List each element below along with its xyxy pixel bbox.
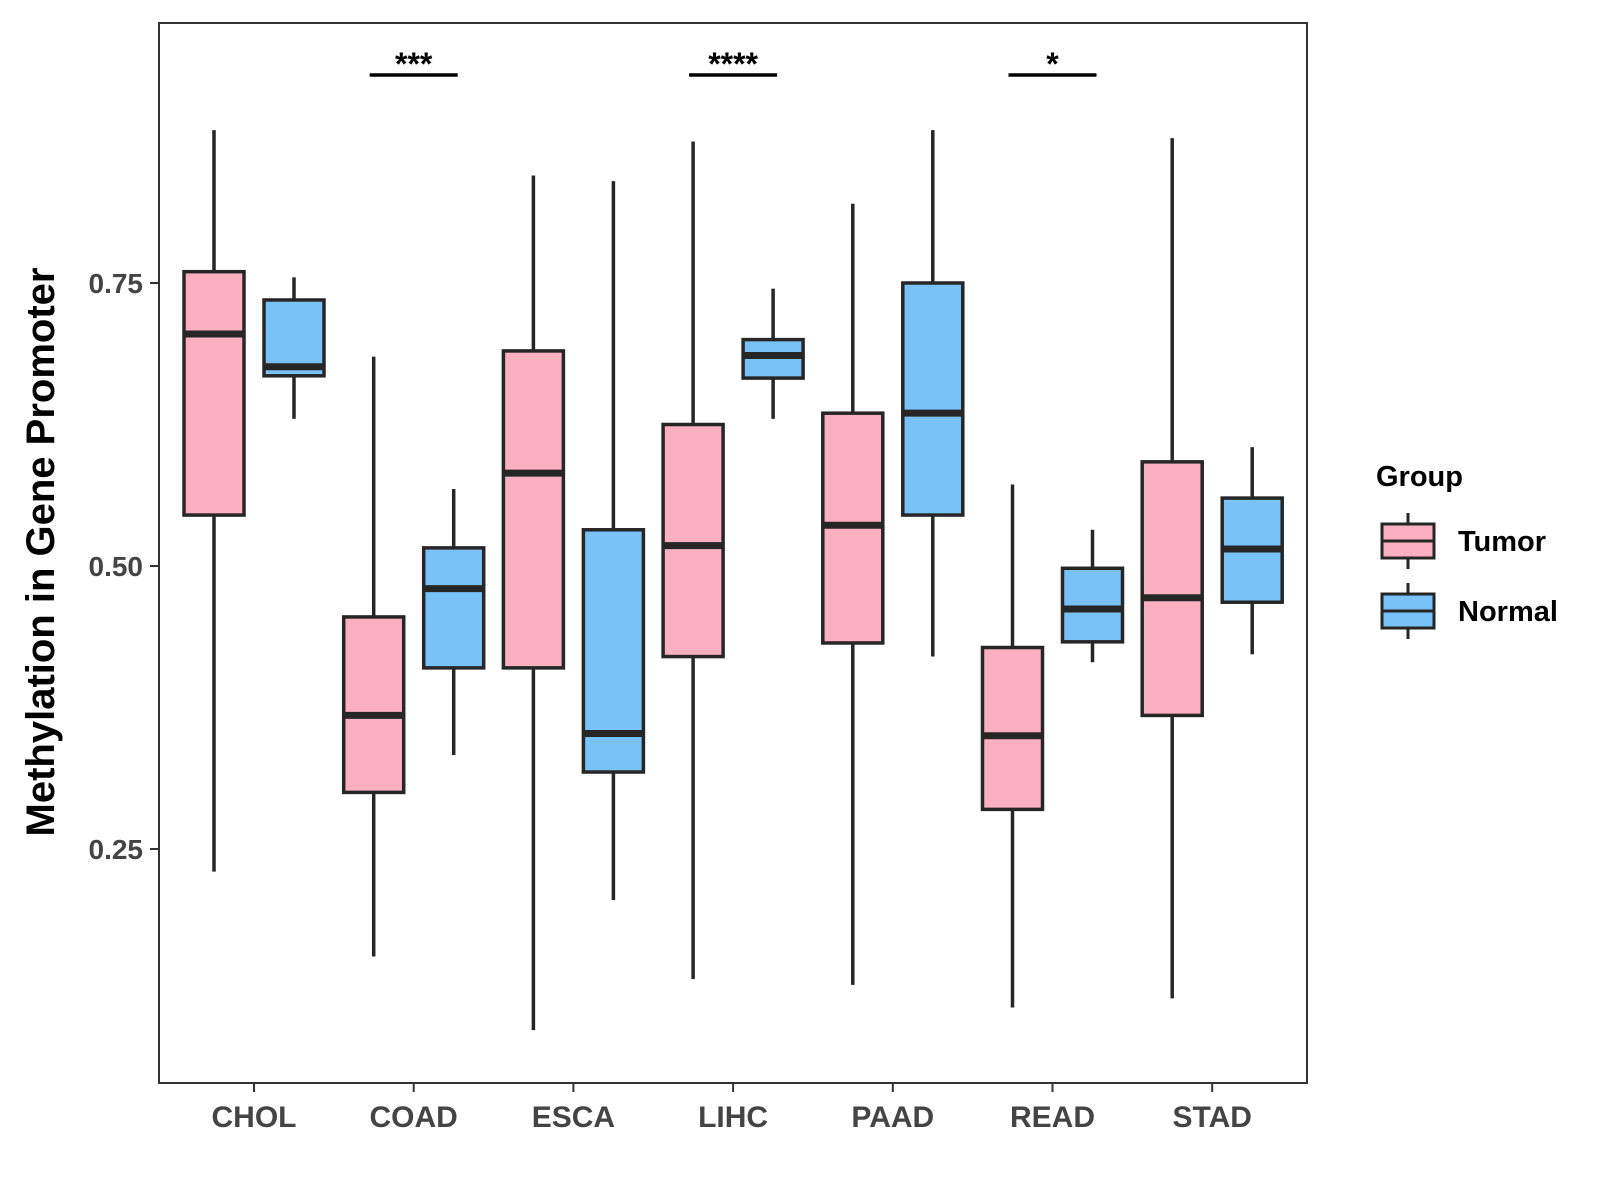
box-normal-coad (421, 489, 486, 756)
box-iqr (341, 615, 406, 795)
legend-entry-tumor: Tumor (1380, 513, 1546, 569)
significance-read: * (1008, 46, 1097, 82)
x-tick-label-chol: CHOL (212, 1101, 297, 1134)
y-tick-label: 0.75 (89, 268, 144, 299)
x-tick-label-lihc: LIHC (698, 1101, 768, 1134)
box-iqr (182, 269, 246, 517)
box-tumor-paad (821, 203, 885, 985)
significance-lihc: **** (689, 46, 778, 82)
box-iqr (1140, 460, 1204, 718)
box-normal-stad (1220, 447, 1284, 655)
legend-title: Group (1376, 461, 1463, 493)
legend-label-tumor: Tumor (1458, 526, 1546, 558)
box-iqr (901, 281, 965, 517)
y-tick-label: 0.25 (89, 834, 144, 865)
box-normal-esca (581, 181, 646, 900)
box-tumor-coad (341, 356, 406, 957)
box-tumor-chol (182, 130, 246, 872)
box-tumor-esca (501, 175, 566, 1031)
box-tumor-stad (1140, 138, 1204, 999)
y-axis-title: Methylation in Gene Promoter (19, 268, 63, 837)
y-axis: 0.25 0.50 0.75 (89, 268, 159, 865)
box-iqr (501, 349, 566, 670)
plot-panel-border (158, 22, 1308, 1084)
box-iqr (980, 645, 1045, 812)
box-iqr (262, 298, 326, 378)
box-iqr (421, 546, 486, 670)
box-iqr (1060, 566, 1125, 644)
box-normal-lihc (741, 288, 805, 419)
box-series (182, 130, 1284, 1031)
x-tick-label-read: READ (1010, 1101, 1095, 1134)
legend-label-normal: Normal (1458, 596, 1558, 628)
significance-annotations: *** **** * (369, 46, 1097, 82)
significance-label: **** (708, 46, 758, 82)
significance-label: * (1046, 46, 1059, 82)
x-axis: CHOL COAD ESCA LIHC PAAD READ STAD (212, 1083, 1252, 1134)
box-normal-paad (901, 130, 965, 657)
box-tumor-read (980, 484, 1045, 1008)
x-tick-label-coad: COAD (370, 1101, 458, 1134)
box-normal-chol (262, 277, 326, 419)
y-tick-label: 0.50 (89, 551, 144, 582)
x-tick-label-esca: ESCA (532, 1101, 615, 1134)
box-normal-read (1060, 529, 1125, 663)
box-iqr (661, 422, 725, 659)
significance-label: *** (395, 46, 433, 82)
significance-coad: *** (369, 46, 458, 82)
legend: Group Tumor Normal (1376, 461, 1558, 639)
x-tick-label-stad: STAD (1172, 1101, 1251, 1134)
box-tumor-lihc (661, 141, 725, 980)
x-tick-label-paad: PAAD (851, 1101, 934, 1134)
legend-entry-normal: Normal (1380, 583, 1558, 639)
